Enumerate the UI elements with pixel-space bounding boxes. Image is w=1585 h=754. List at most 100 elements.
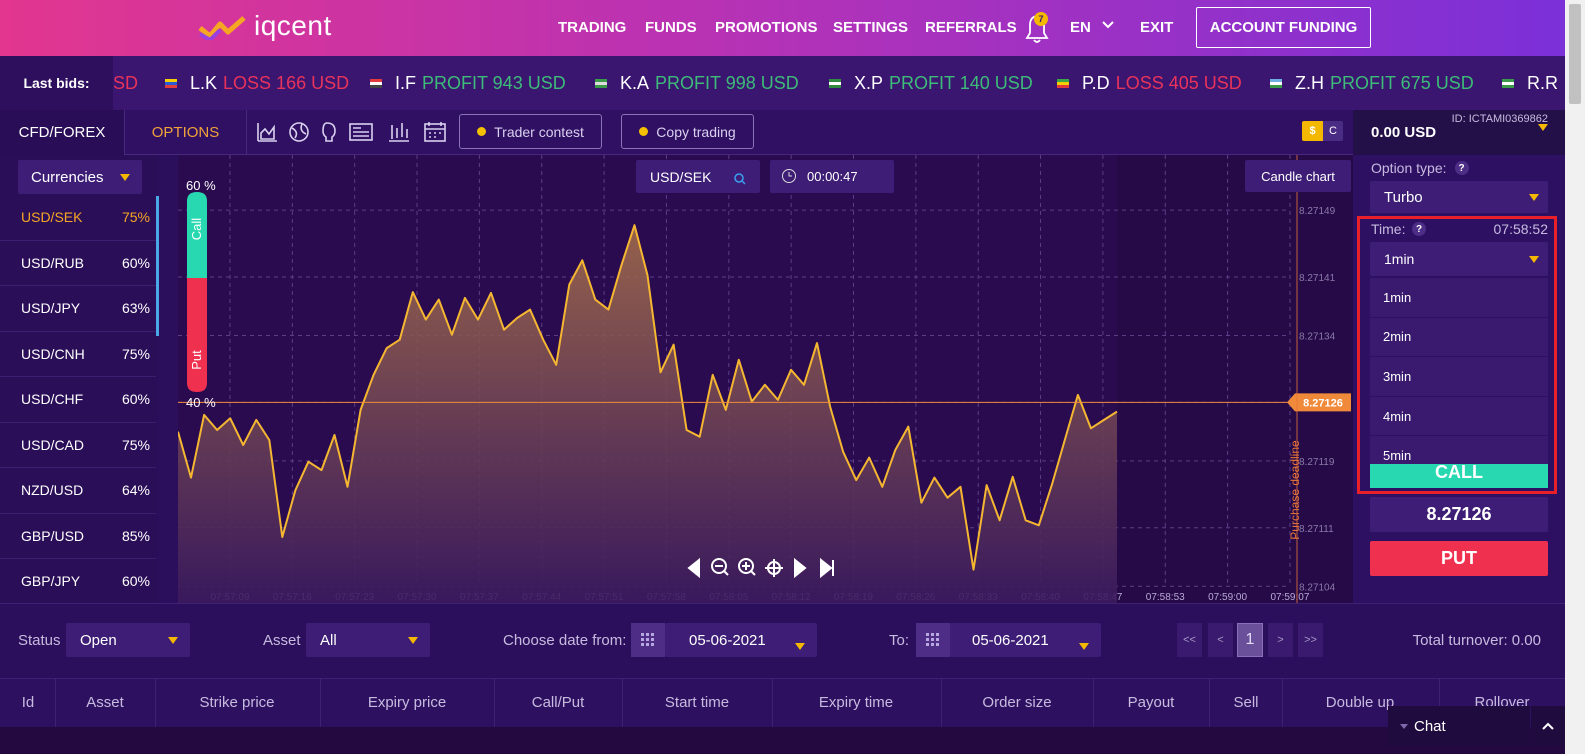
asset-row[interactable]: USD/RUB 60% — [0, 241, 156, 286]
price-line — [178, 224, 1118, 571]
zoom-out-mark — [715, 565, 729, 576]
asset-row[interactable]: USD/CAD 75% — [0, 423, 156, 468]
put-button[interactable]: PUT — [1370, 541, 1548, 576]
price-tag-label: 8.27126 — [1303, 397, 1343, 409]
filter-label: Currencies — [31, 168, 104, 186]
value: Open — [80, 631, 117, 649]
status-label: Status — [18, 632, 61, 649]
balance: 0.00 USD — [1371, 124, 1437, 141]
page-button[interactable]: << — [1177, 623, 1202, 657]
column-header: Asset — [86, 694, 124, 711]
asset-select[interactable]: All — [306, 623, 430, 657]
calendar-icon[interactable] — [916, 623, 950, 657]
nav-item[interactable]: SETTINGS — [833, 19, 909, 36]
zoom-out — [711, 558, 727, 574]
column-divider — [772, 679, 773, 728]
copy-trading-button[interactable]: Copy trading — [621, 114, 754, 149]
column-header: Strike price — [199, 694, 275, 711]
zoom-in-mark — [742, 562, 756, 576]
trader-contest-button[interactable]: Trader contest — [459, 114, 602, 149]
currency-coin[interactable]: C — [1323, 121, 1343, 141]
account-box[interactable] — [1353, 110, 1565, 155]
chat-button[interactable]: Chat — [1388, 706, 1530, 746]
table-body — [0, 727, 1565, 754]
put-bar — [187, 278, 207, 392]
time-option[interactable]: 3min — [1370, 357, 1548, 396]
notification-count: 7 — [1038, 14, 1044, 24]
ticker-item: SD — [113, 56, 138, 110]
column-header: Expiry time — [818, 694, 894, 711]
price-tag — [1287, 393, 1351, 412]
nav-item[interactable]: TRADING — [558, 19, 627, 36]
help-icon[interactable]: ? — [1412, 222, 1426, 236]
x-tick-label: 07:58:53 — [1146, 592, 1185, 603]
currency-filter[interactable]: Currencies — [18, 160, 142, 194]
y-tick-label: 8.27149 — [1299, 206, 1336, 217]
option-type-label: Option type:? — [1371, 159, 1469, 177]
time-option[interactable]: 5min — [1370, 436, 1548, 464]
page-button[interactable]: 1 — [1237, 623, 1263, 657]
time-option[interactable]: 2min — [1370, 317, 1548, 357]
nav-item[interactable]: PROMOTIONS — [715, 19, 818, 36]
language[interactable]: EN — [1070, 19, 1091, 36]
button-label: Trader contest — [494, 123, 584, 140]
time-select[interactable]: 1min — [1370, 242, 1548, 276]
nav-item[interactable]: REFERRALS — [925, 19, 1017, 36]
tool-icons[interactable] — [255, 119, 450, 145]
help-icon[interactable]: ? — [1454, 161, 1469, 175]
asset-pair: GBP/JPY — [21, 573, 81, 590]
chart: 8.27149 8.27141 8.27134 8.27126 8.27119 8.271… — [178, 155, 1353, 603]
logo[interactable]: iqcent — [254, 10, 332, 41]
bell-icon[interactable] — [1022, 10, 1052, 44]
page-button[interactable]: >> — [1298, 623, 1323, 657]
asset-row[interactable]: NZD/USD 64% — [0, 468, 156, 514]
page-button[interactable]: > — [1268, 623, 1293, 657]
ticker: SD L.K LOSS 166 USD I.F PROFIT 943 USD K.A PRO… — [0, 56, 1565, 110]
tab[interactable]: CFD/FOREX — [0, 110, 125, 155]
asset-row[interactable]: USD/JPY 63% — [0, 286, 156, 332]
zoom-in — [738, 558, 754, 574]
list-scroll — [156, 196, 159, 336]
exit[interactable]: EXIT — [1140, 19, 1174, 36]
bidder: P.D — [1082, 72, 1110, 93]
asset-row[interactable]: USD/CNH 75% — [0, 332, 156, 377]
tab-active[interactable]: OPTIONS — [125, 110, 247, 155]
date-from[interactable]: 05-06-2021 — [665, 623, 817, 657]
flag — [1270, 78, 1282, 88]
funding-button[interactable]: ACCOUNT FUNDING — [1196, 7, 1371, 48]
date-from-label: Choose date from: — [503, 632, 627, 649]
asset-row[interactable]: GBP/USD 85% — [0, 514, 156, 559]
chart-controls[interactable] — [687, 557, 834, 579]
time-option[interactable]: 4min — [1370, 396, 1548, 436]
bidder: Z.H — [1295, 72, 1324, 93]
result: PROFIT 998 USD — [655, 72, 799, 93]
asset-row[interactable]: USD/CHF 60% — [0, 377, 156, 423]
nav-item[interactable]: FUNDS — [645, 19, 697, 36]
option-type-select[interactable]: Turbo — [1370, 181, 1548, 213]
chat-toggle[interactable] — [1531, 706, 1565, 746]
date-to-label: To: — [889, 632, 910, 649]
asset-row[interactable]: GBP/JPY 60% — [0, 559, 156, 605]
y-tick-label: 8.27141 — [1299, 273, 1336, 284]
result: SD — [113, 72, 139, 93]
chat-caret — [1400, 724, 1408, 729]
currency-usd[interactable]: $ — [1302, 121, 1323, 141]
bidder: R.R — [1527, 72, 1558, 93]
time-option[interactable]: 1min — [1370, 278, 1548, 317]
caret — [1529, 255, 1539, 263]
column-divider — [1439, 679, 1440, 728]
page-button[interactable]: < — [1208, 623, 1233, 657]
calendar-icon[interactable] — [631, 623, 665, 657]
column-header: Id — [21, 694, 35, 711]
candle-chart-button[interactable]: Candle chart — [1245, 160, 1351, 192]
call-percent: 60 % — [186, 178, 216, 193]
asset-row[interactable]: USD/SEK 75% — [0, 195, 156, 241]
bidder: L.K — [190, 72, 218, 93]
flag — [165, 78, 177, 88]
date-to[interactable]: 05-06-2021 — [950, 623, 1101, 657]
symbol-search[interactable]: USD/SEK — [636, 160, 760, 193]
status-select[interactable]: Open — [66, 623, 190, 657]
bidder: X.P — [854, 72, 884, 93]
asset-pair: NZD/USD — [21, 482, 84, 499]
column-divider — [494, 679, 495, 728]
